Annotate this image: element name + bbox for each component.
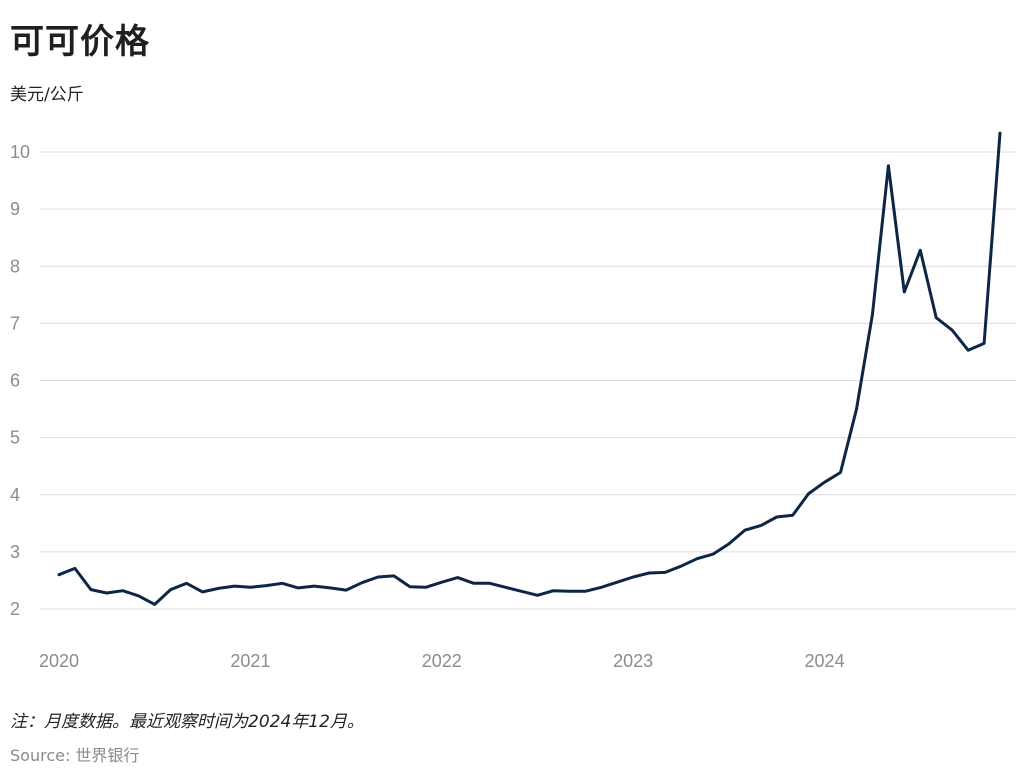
x-tick-labels: 2020 2021 2022 2023 2024 — [39, 651, 845, 671]
x-tick-label-2023: 2023 — [613, 651, 653, 671]
y-tick-label-9: 9 — [10, 199, 20, 219]
series-line — [57, 131, 1002, 606]
y-tick-label-6: 6 — [10, 371, 20, 391]
x-tick-label-2024: 2024 — [805, 651, 845, 671]
y-tick-label-2: 2 — [10, 599, 20, 619]
chart-title: 可可价格 — [10, 22, 150, 62]
y-axis-unit-label: 美元/公斤 — [10, 85, 84, 105]
series-layer — [57, 131, 1002, 606]
y-tick-label-4: 4 — [10, 485, 20, 505]
y-tick-label-10: 10 — [10, 142, 30, 162]
y-tick-label-5: 5 — [10, 428, 20, 448]
y-tick-label-8: 8 — [10, 256, 20, 276]
y-tick-label-7: 7 — [10, 313, 20, 333]
line-chart: 2 3 4 5 6 7 8 9 10 2020 2021 2022 2023 2024 — [10, 131, 1016, 671]
chart-source: Source: 世界银行 — [10, 746, 140, 765]
chart-note: 注：月度数据。最近观察时间为2024年12月。 — [10, 712, 364, 732]
x-tick-label-2022: 2022 — [422, 651, 462, 671]
x-tick-label-2021: 2021 — [230, 651, 270, 671]
x-tick-label-2020: 2020 — [39, 651, 79, 671]
y-tick-label-3: 3 — [10, 542, 20, 562]
y-tick-labels: 2 3 4 5 6 7 8 9 10 — [10, 142, 30, 619]
grid-layer — [40, 151, 1016, 610]
